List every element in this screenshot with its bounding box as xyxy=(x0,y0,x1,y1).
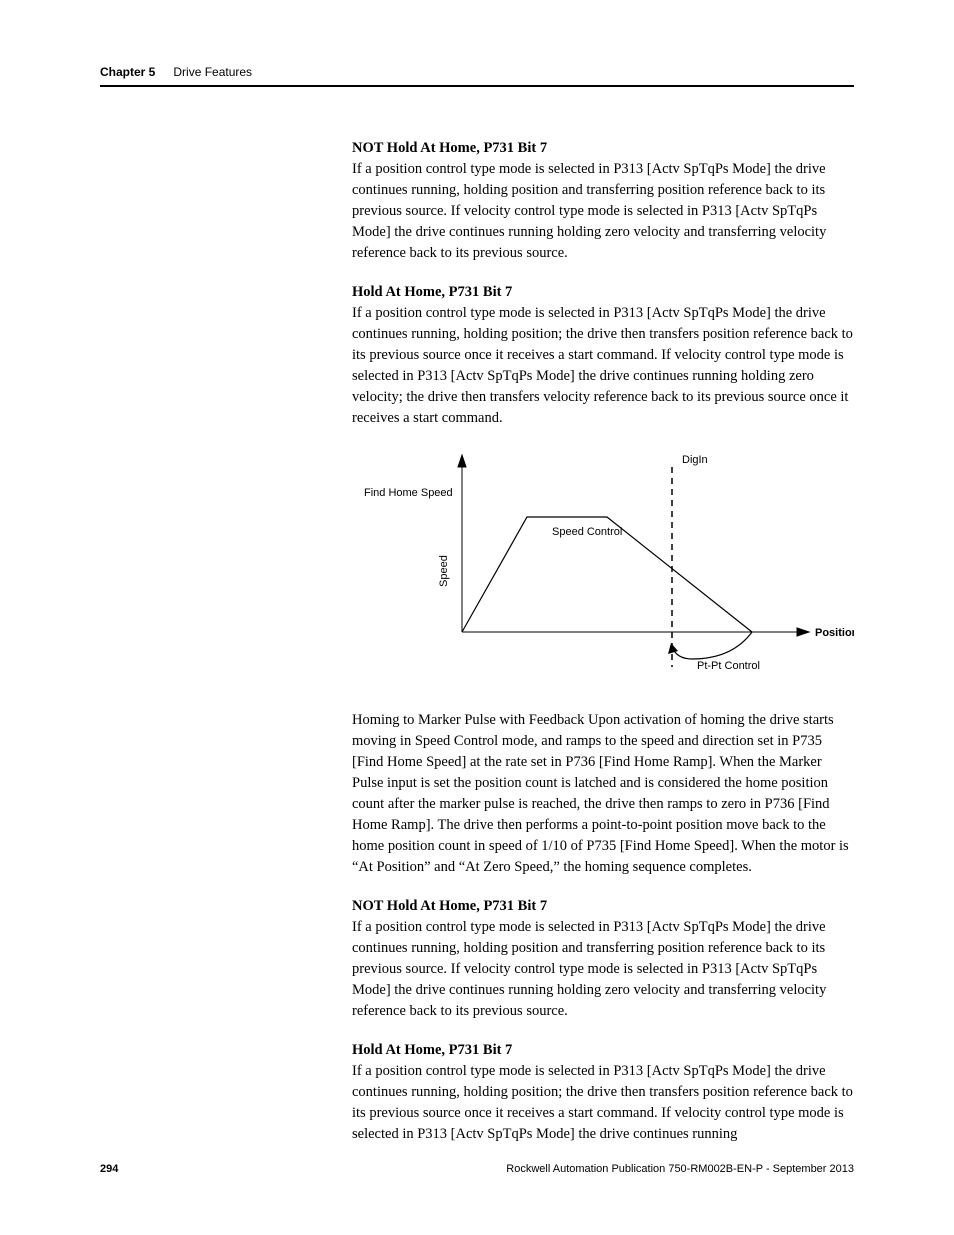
chapter-label: Chapter 5 xyxy=(100,65,155,79)
section-5-heading: Hold At Home, P731 Bit 7 xyxy=(352,1042,854,1059)
chapter-title: Drive Features xyxy=(173,65,252,79)
section-2-heading: Hold At Home, P731 Bit 7 xyxy=(352,284,854,301)
digin-label: DigIn xyxy=(682,454,708,466)
page-footer: 294 Rockwell Automation Publication 750-… xyxy=(100,1163,854,1175)
page-number: 294 xyxy=(100,1163,118,1175)
ptpt-arrowhead xyxy=(668,643,678,654)
main-content: NOT Hold At Home, P731 Bit 7 If a positi… xyxy=(352,140,854,1145)
section-1-body: If a position control type mode is selec… xyxy=(352,159,854,264)
section-3-body: Homing to Marker Pulse with Feedback Upo… xyxy=(352,710,854,878)
speed-axis-label: Speed xyxy=(438,555,450,587)
publication-info: Rockwell Automation Publication 750-RM00… xyxy=(506,1163,854,1175)
ptpt-curve xyxy=(672,632,752,659)
position-axis-label: Position xyxy=(815,627,854,639)
speed-control-label: Speed Control xyxy=(552,526,622,538)
ptpt-control-label: Pt-Pt Control xyxy=(697,660,760,672)
section-5-body: If a position control type mode is selec… xyxy=(352,1061,854,1145)
find-home-speed-label: Find Home Speed xyxy=(364,487,453,499)
section-4-body: If a position control type mode is selec… xyxy=(352,917,854,1022)
speed-position-diagram: DigIn Find Home Speed Speed Control Posi… xyxy=(352,447,854,692)
section-2-body: If a position control type mode is selec… xyxy=(352,303,854,429)
section-1-heading: NOT Hold At Home, P731 Bit 7 xyxy=(352,140,854,157)
section-4-heading: NOT Hold At Home, P731 Bit 7 xyxy=(352,898,854,915)
page-header: Chapter 5 Drive Features xyxy=(100,65,854,87)
